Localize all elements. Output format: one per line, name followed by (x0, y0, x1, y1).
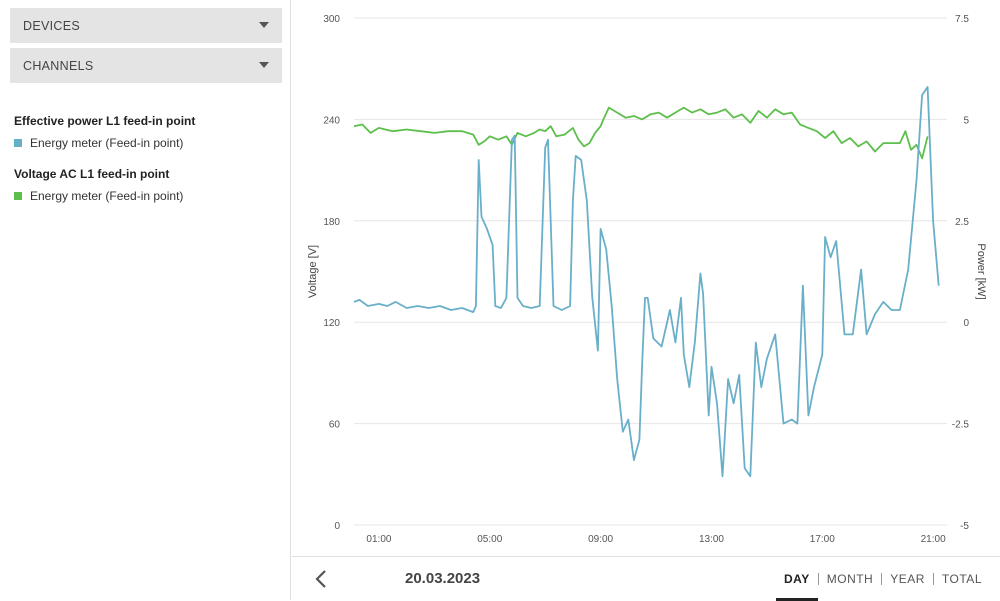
tab-separator (817, 573, 819, 585)
legend-group-power: Effective power L1 feed-in point Energy … (14, 114, 195, 150)
tab-separator (881, 573, 883, 585)
sidebar: DEVICES CHANNELS Effective power L1 feed… (0, 0, 291, 600)
y-left-tick-label: 60 (329, 420, 341, 431)
devices-dropdown[interactable]: DEVICES (10, 8, 282, 43)
legend-group-voltage: Voltage AC L1 feed-in point Energy meter… (14, 167, 183, 203)
tab-year[interactable]: YEAR (890, 572, 925, 586)
legend-title: Effective power L1 feed-in point (14, 114, 196, 128)
caret-down-icon (259, 62, 269, 68)
tab-month[interactable]: MONTH (826, 572, 874, 586)
y-right-tick-label: 7.5 (955, 14, 969, 25)
devices-dropdown-label: DEVICES (23, 18, 80, 33)
previous-day-button[interactable] (310, 565, 334, 593)
tab-total[interactable]: TOTAL (941, 572, 982, 586)
footer: 20.03.2023 DAY MONTH YEAR TOTAL (292, 556, 1000, 601)
x-tick-label: 09:00 (588, 534, 613, 545)
x-tick-label: 05:00 (477, 534, 502, 545)
y-left-tick-label: 180 (323, 217, 340, 228)
tab-day[interactable]: DAY (776, 557, 818, 601)
line-chart: 0 60 120 180 240 300 -5 -2.5 0 2.5 5 7.5 01:00 05:00 0… (307, 14, 987, 545)
x-tick-label: 17:00 (810, 534, 835, 545)
y-right-tick-label: -5 (960, 521, 969, 532)
legend-swatch (14, 139, 22, 147)
channels-dropdown-label: CHANNELS (23, 58, 94, 73)
tab-separator (932, 573, 934, 585)
y-left-tick-label: 300 (323, 14, 340, 25)
chart-area: 0 60 120 180 240 300 -5 -2.5 0 2.5 5 7.5 01:00 05:00 0… (292, 0, 1000, 556)
x-tick-label: 01:00 (366, 534, 391, 545)
x-tick-label: 13:00 (699, 534, 724, 545)
y-right-tick-label: 2.5 (955, 217, 969, 228)
voltage-series-line (353, 106, 929, 160)
current-date: 20.03.2023 (405, 570, 481, 587)
period-tabs: DAY MONTH YEAR TOTAL (776, 557, 990, 601)
legend-swatch (14, 192, 22, 200)
x-tick-label: 21:00 (921, 534, 946, 545)
channels-dropdown[interactable]: CHANNELS (10, 48, 282, 83)
y-left-tick-label: 240 (323, 115, 340, 126)
chevron-left-icon (315, 570, 326, 588)
legend-item-voltage[interactable]: Energy meter (Feed-in point) (14, 189, 183, 203)
legend-item-power[interactable]: Energy meter (Feed-in point) (14, 136, 195, 150)
y-left-axis-label: Voltage [V] (307, 245, 319, 298)
legend-item-label: Energy meter (Feed-in point) (30, 189, 184, 203)
power-series-line (353, 86, 940, 478)
y-right-tick-label: 0 (963, 318, 969, 329)
y-right-tick-label: 5 (963, 115, 969, 126)
y-left-tick-label: 0 (334, 521, 340, 532)
legend-item-label: Energy meter (Feed-in point) (30, 136, 184, 150)
y-right-tick-label: -2.5 (952, 420, 970, 431)
legend-title: Voltage AC L1 feed-in point (14, 167, 170, 181)
caret-down-icon (259, 22, 269, 28)
y-left-tick-label: 120 (323, 318, 340, 329)
y-right-axis-label: Power [kW] (975, 243, 987, 299)
